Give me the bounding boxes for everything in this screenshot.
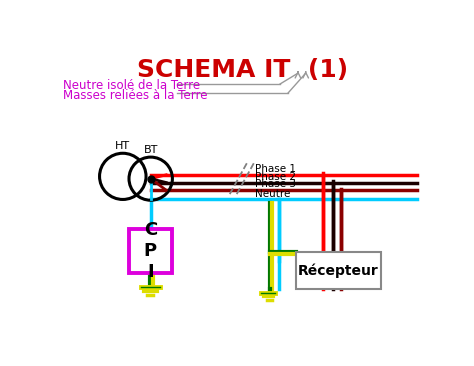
Text: SCHEMA IT  (1): SCHEMA IT (1): [137, 58, 348, 82]
Text: Masses reliées à la Terre: Masses reliées à la Terre: [63, 89, 208, 102]
Text: BT: BT: [144, 145, 158, 155]
Text: Phase 1: Phase 1: [255, 164, 296, 174]
Text: Récepteur: Récepteur: [298, 263, 379, 277]
Text: Phase 3: Phase 3: [255, 179, 296, 190]
Text: Neutre: Neutre: [255, 189, 290, 199]
Bar: [129, 229, 172, 273]
Text: C
P
I: C P I: [144, 221, 157, 281]
Text: HT: HT: [115, 141, 130, 151]
Bar: [296, 252, 381, 289]
Text: Neutre isolé de la Terre: Neutre isolé de la Terre: [63, 79, 200, 92]
Text: Phase 2: Phase 2: [255, 172, 296, 182]
